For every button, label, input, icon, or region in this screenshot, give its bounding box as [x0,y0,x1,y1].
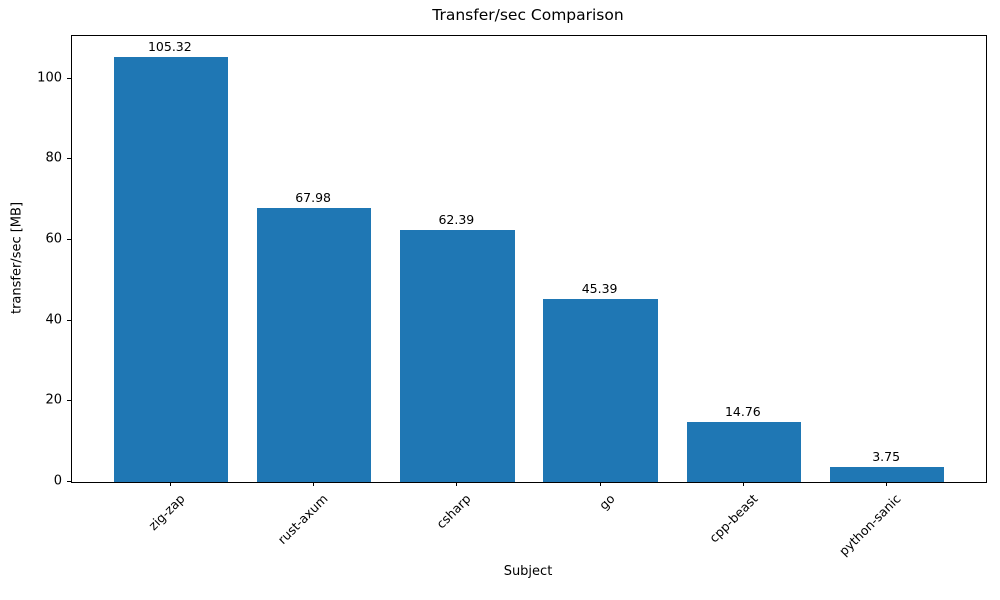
y-tick-label: 20 [45,392,62,408]
y-tick-label: 100 [37,70,62,86]
x-tick-label-zig-zap: zig-zap [145,491,188,534]
bar-rust-axum [256,207,372,482]
y-tick-label: 40 [45,312,62,328]
y-tick-label: 60 [45,231,62,247]
y-tick-label: 0 [53,473,62,489]
x-tick-label-csharp: csharp [433,491,474,532]
bar-zig-zap [113,57,229,482]
x-tick-label-python-sanic: python-sanic [836,491,904,559]
x-axis-label: Subject [503,564,553,579]
x-tick-label-cpp-beast: cpp-beast [706,491,761,546]
x-tick-label-go: go [595,491,618,513]
y-axis-label: transfer/sec [MB] [9,201,25,315]
bar-csharp [400,230,515,482]
bar-python-sanic [829,466,945,482]
x-tick-label-rust-axum: rust-axum [274,491,331,547]
chart-title: Transfer/sec Comparison [432,6,624,24]
plot-area [71,35,987,483]
bar-cpp-beast [686,422,802,482]
y-tick-label: 80 [45,150,62,166]
bar-go [543,298,658,482]
